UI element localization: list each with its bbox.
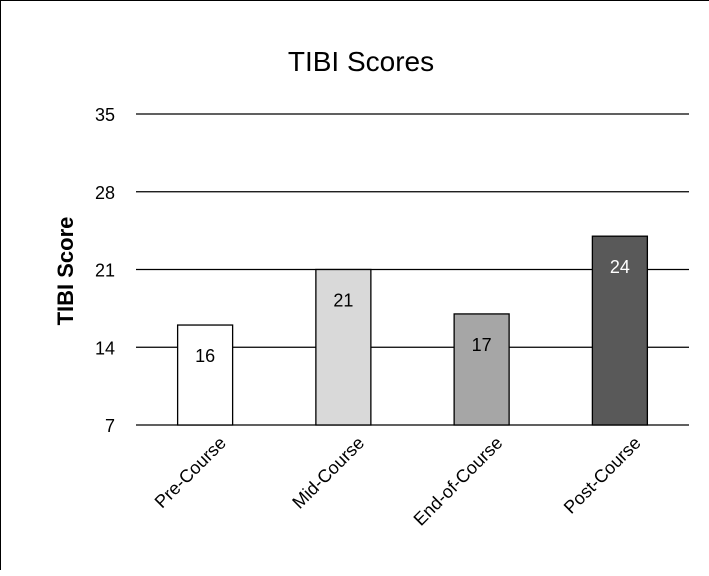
x-tick-label: Pre-Course (151, 433, 230, 512)
data-label: 17 (472, 335, 492, 355)
bar (315, 268, 372, 426)
x-axis-ticks: Pre-Course Mid-Course End-of-Course Post-Co… (151, 433, 645, 530)
x-tick-label: End-of-Course (410, 433, 507, 530)
bar (591, 235, 649, 426)
data-label: 16 (195, 346, 215, 366)
bars (176, 235, 649, 426)
y-tick-label: 35 (95, 105, 115, 125)
y-axis-title: TIBI Score (53, 217, 78, 326)
x-tick-label: Mid-Course (288, 433, 368, 513)
data-labels: 16 21 17 24 (195, 257, 630, 366)
x-tick-label: Post-Course (560, 433, 645, 518)
chart-title: TIBI Scores (288, 46, 434, 77)
data-label: 21 (333, 291, 353, 311)
y-axis-ticks: 7 14 21 28 35 (95, 105, 115, 436)
bar (453, 313, 510, 426)
data-label: 24 (610, 257, 630, 277)
y-tick-label: 14 (95, 338, 115, 358)
y-tick-label: 28 (95, 183, 115, 203)
y-tick-label: 21 (95, 261, 115, 281)
bar (176, 324, 234, 426)
y-tick-label: 7 (105, 416, 115, 436)
